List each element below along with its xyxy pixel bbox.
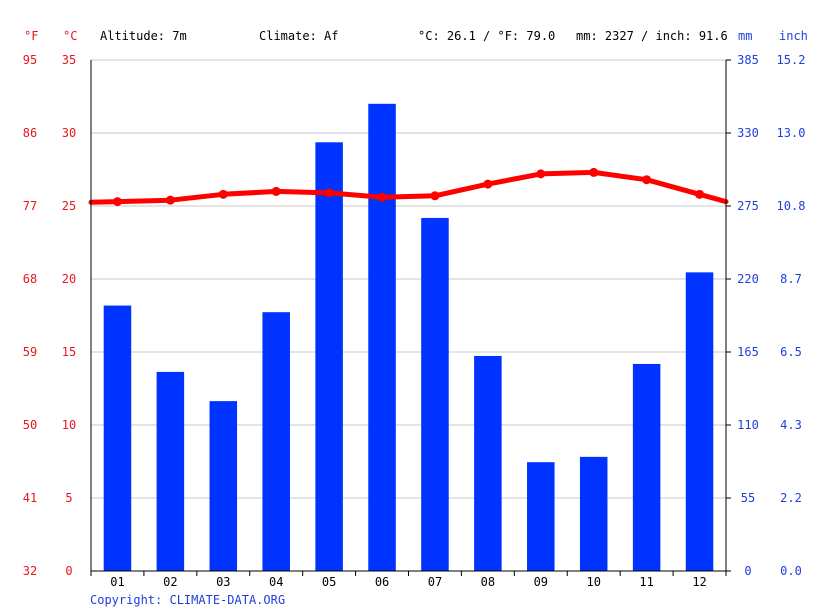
precipitation-bar xyxy=(421,217,449,572)
temperature-point xyxy=(483,179,493,189)
month-tick-label: 09 xyxy=(534,575,548,589)
fahrenheit-tick-label: 95 xyxy=(23,53,37,67)
inch-tick-label: 13.0 xyxy=(777,126,806,140)
precipitation-bar xyxy=(156,371,185,571)
inch-tick-label: 10.8 xyxy=(777,199,806,213)
fahrenheit-tick-label: 41 xyxy=(23,491,37,505)
temperature-line xyxy=(88,167,729,207)
month-tick-label: 04 xyxy=(269,575,283,589)
mm-tick-label: 385 xyxy=(737,53,759,67)
axes xyxy=(90,59,731,576)
average-temperature-label: °C: 26.1 / °F: 79.0 xyxy=(418,29,555,43)
month-tick-label: 07 xyxy=(428,575,442,589)
tick-labels: 95 35 385 15.2 86 30 330 13.0 77 25 275 10.8 68 20 220… xyxy=(23,53,806,589)
celsius-tick-label: 30 xyxy=(62,126,76,140)
mm-tick-label: 55 xyxy=(741,491,755,505)
temperature-point xyxy=(430,191,440,201)
month-tick-label: 08 xyxy=(481,575,495,589)
temperature-point xyxy=(324,188,334,198)
climate-label: Climate: Af xyxy=(259,29,338,43)
temperature-point xyxy=(112,197,122,207)
copyright-link[interactable]: Copyright: CLIMATE-DATA.ORG xyxy=(90,593,285,607)
precipitation-bar xyxy=(579,456,608,571)
temperature-point xyxy=(271,186,281,196)
temperature-point xyxy=(536,169,546,179)
inch-tick-label: 8.7 xyxy=(780,272,802,286)
fahrenheit-tick-label: 59 xyxy=(23,345,37,359)
month-tick-label: 03 xyxy=(216,575,230,589)
inch-tick-label: 15.2 xyxy=(777,53,806,67)
mm-unit-label: mm xyxy=(738,29,752,43)
temperature-point xyxy=(377,192,387,202)
inch-tick-label: 0.0 xyxy=(780,564,802,578)
precipitation-bar xyxy=(262,312,290,571)
month-tick-label: 06 xyxy=(375,575,389,589)
month-tick-label: 11 xyxy=(639,575,653,589)
celsius-tick-label: 25 xyxy=(62,199,76,213)
month-tick-label: 02 xyxy=(163,575,177,589)
month-tick-label: 05 xyxy=(322,575,336,589)
fahrenheit-tick-label: 32 xyxy=(23,564,37,578)
celsius-tick-label: 0 xyxy=(65,564,72,578)
precipitation-bar xyxy=(368,103,396,572)
mm-tick-label: 220 xyxy=(737,272,759,286)
fahrenheit-unit-label: °F xyxy=(24,29,38,43)
inch-unit-label: inch xyxy=(779,29,808,43)
temperature-point xyxy=(642,175,652,185)
precipitation-bar xyxy=(527,462,555,571)
mm-tick-label: 165 xyxy=(737,345,759,359)
total-precipitation-label: mm: 2327 / inch: 91.6 xyxy=(576,29,728,43)
celsius-tick-label: 5 xyxy=(65,491,72,505)
grid-lines xyxy=(91,59,726,572)
temperature-point xyxy=(218,189,228,199)
precipitation-bar xyxy=(474,355,502,571)
fahrenheit-tick-label: 50 xyxy=(23,418,37,432)
celsius-tick-label: 15 xyxy=(62,345,76,359)
celsius-tick-label: 35 xyxy=(62,53,76,67)
month-tick-label: 12 xyxy=(692,575,706,589)
precipitation-bar xyxy=(315,142,343,572)
fahrenheit-tick-label: 86 xyxy=(23,126,37,140)
temperature-line-path xyxy=(88,169,729,205)
temperature-point xyxy=(165,195,175,205)
fahrenheit-tick-label: 77 xyxy=(23,199,37,213)
inch-tick-label: 6.5 xyxy=(780,345,802,359)
temperature-point xyxy=(589,167,599,177)
fahrenheit-tick-label: 68 xyxy=(23,272,37,286)
precipitation-bars xyxy=(103,103,714,572)
altitude-label: Altitude: 7m xyxy=(100,29,187,43)
precipitation-bar xyxy=(685,272,714,571)
precipitation-bar xyxy=(209,401,238,571)
celsius-tick-label: 10 xyxy=(62,418,76,432)
celsius-unit-label: °C xyxy=(63,29,77,43)
month-tick-label: 10 xyxy=(586,575,600,589)
mm-tick-label: 110 xyxy=(737,418,759,432)
mm-tick-label: 275 xyxy=(737,199,759,213)
temperature-point xyxy=(695,189,705,199)
mm-tick-label: 0 xyxy=(744,564,751,578)
month-tick-label: 01 xyxy=(110,575,124,589)
inch-tick-label: 4.3 xyxy=(780,418,802,432)
mm-tick-label: 330 xyxy=(737,126,759,140)
inch-tick-label: 2.2 xyxy=(780,491,802,505)
precipitation-bar xyxy=(103,305,132,571)
precipitation-bar xyxy=(632,363,661,571)
celsius-tick-label: 20 xyxy=(62,272,76,286)
